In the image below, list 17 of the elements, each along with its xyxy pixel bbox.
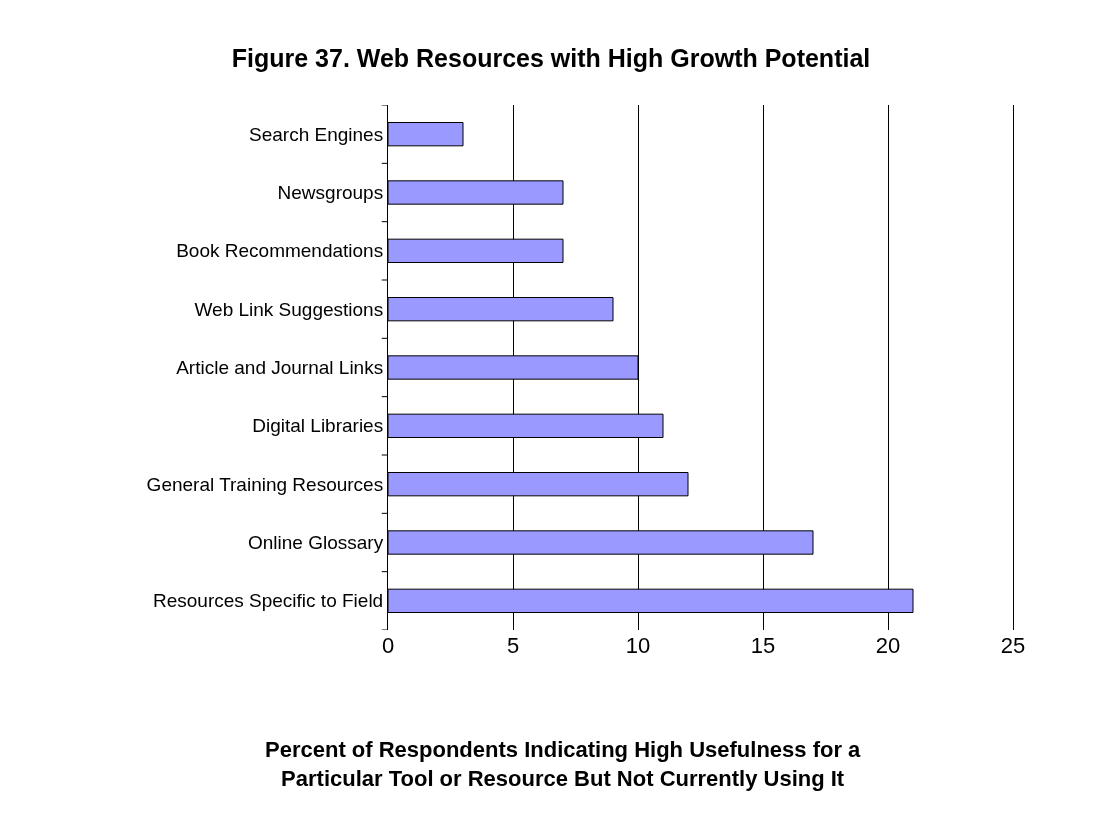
x-tick-label: 0	[381, 633, 395, 658]
x-tick-label: 10	[625, 633, 651, 658]
chart-title: Figure 37. Web Resources with High Growth Potential	[231, 44, 871, 73]
x-tick-label: 5	[506, 633, 520, 658]
x-tick-label: 15	[750, 633, 776, 658]
y-tick-label: Resources Specific to Field	[152, 590, 384, 612]
x-axis-title: Percent of Respondents Indicating High Usefulness for a Particular Tool or Resource But Not Currently Using It	[265, 737, 862, 791]
y-tick-label: Search Engines	[249, 123, 384, 145]
y-tick-label: Online Glossary	[248, 532, 384, 554]
x-tick-label: 25	[1000, 633, 1026, 658]
y-tick-label: Web Link Suggestions	[194, 298, 384, 320]
y-tick-label: Digital Libraries	[252, 415, 384, 437]
y-tick-label: Newsgroups	[277, 182, 384, 204]
y-tick-label: General Training Resources	[146, 473, 384, 495]
x-tick-label: 20	[875, 633, 901, 658]
y-tick-label: Article and Journal Links	[176, 357, 384, 379]
y-tick-label: Book Recommendations	[176, 240, 384, 262]
